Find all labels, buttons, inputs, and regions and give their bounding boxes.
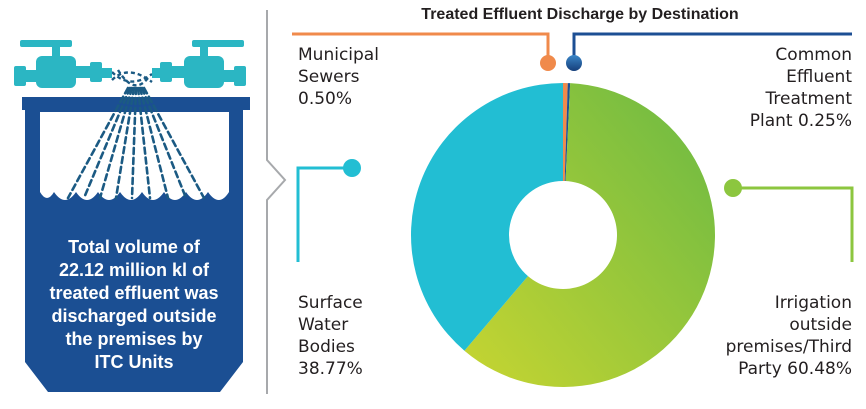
spray-lines [66,86,206,200]
label-line: Plant 0.25% [749,111,852,131]
municipal-dot [540,55,556,71]
summary-line: 22.12 million kl of [58,260,210,280]
label-surface-water-bodies: Surface Water Bodies 38.77% [298,292,363,380]
label-line: Bodies [298,337,355,357]
label-line: 0.50% [298,89,353,109]
donut-slice-municipal-sewers [563,83,568,182]
right-valve-icon [152,40,246,88]
label-line: Common [775,45,852,65]
donut-slice-irrigation-outside-premises-third-party [464,83,715,388]
municipal-leader-line [292,32,550,58]
label-irrigation: Irrigation outside premises/Third Party … [660,292,852,380]
summary-line: discharged outside [51,306,217,326]
left-valve-icon [14,40,112,88]
leader-lines [292,32,854,262]
label-line: premises/Third [725,337,852,357]
label-line: Treatment [765,89,852,109]
label-common-effluent-treatment-plant: Common Effluent Treatment Plant 0.25% [680,44,852,132]
leader-dots [343,55,742,197]
tank-water-surface [40,112,229,200]
label-municipal-sewers: Municipal Sewers 0.50% [298,44,379,110]
summary-line: treated effluent was [49,283,219,303]
summary-line: the premises by [65,329,203,349]
donut-chart [411,83,715,388]
divider-line [266,10,287,394]
label-line: Irrigation [774,293,852,313]
donut-slice-surface-water-bodies [411,83,563,351]
tank-summary-text: Total volume of 22.12 million kl of trea… [36,236,232,374]
cetp-leader-line [572,32,852,58]
braided-hose [111,69,153,87]
surface-leader-line [296,166,352,262]
irrigation-leader-line [733,186,854,262]
label-line: Surface [298,293,363,313]
cetp-dot [566,55,582,71]
surface-dot [343,159,361,177]
donut-slice-common-effluent-treatment-plant [564,83,571,182]
summary-line: Total volume of [68,237,200,257]
label-line: Effluent [786,67,852,87]
water-tank-illustration [22,97,250,392]
label-line: Sewers [298,67,360,87]
label-line: outside [789,315,852,335]
label-line: Water [298,315,349,335]
irrigation-dot [724,179,742,197]
label-line: 38.77% [298,359,363,379]
label-line: Municipal [298,45,379,65]
label-line: Party 60.48% [738,359,852,379]
summary-line: ITC Units [94,352,174,372]
chart-title: Treated Effluent Discharge by Destinatio… [421,6,739,23]
